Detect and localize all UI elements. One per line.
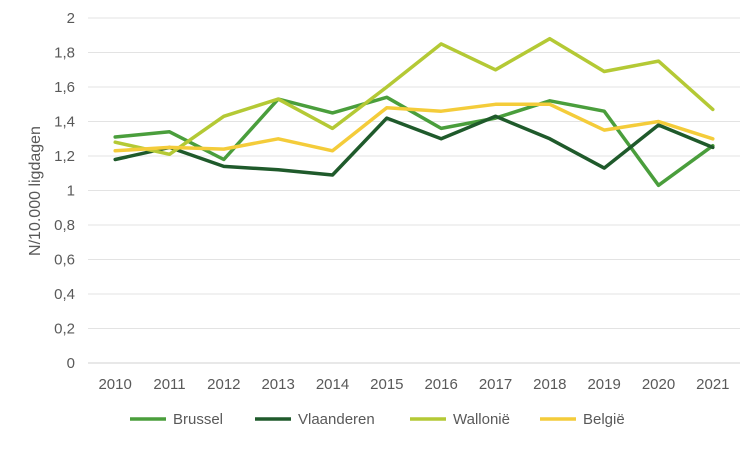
x-tick-label: 2016 bbox=[424, 376, 457, 393]
y-tick-label: 1,6 bbox=[54, 79, 75, 96]
legend-label: Brussel bbox=[173, 411, 223, 428]
gridlines bbox=[88, 17, 740, 364]
x-tick-label: 2010 bbox=[98, 376, 131, 393]
y-tick-label: 0 bbox=[67, 355, 75, 372]
x-tick-label: 2019 bbox=[587, 376, 620, 393]
y-axis-title: N/10.000 ligdagen bbox=[27, 126, 44, 256]
x-tick-label: 2012 bbox=[207, 376, 240, 393]
x-tick-label: 2011 bbox=[153, 376, 185, 393]
x-tick-label: 2014 bbox=[316, 376, 349, 393]
y-tick-label: 1 bbox=[67, 183, 75, 200]
y-tick-label: 2 bbox=[67, 10, 75, 27]
x-tick-label: 2021 bbox=[696, 376, 729, 393]
y-tick-label: 0,6 bbox=[54, 252, 75, 269]
series-line-walloni- bbox=[113, 36, 715, 157]
x-tick-label: 2018 bbox=[533, 376, 566, 393]
y-tick-label: 0,8 bbox=[54, 217, 75, 234]
legend-label: Wallonië bbox=[453, 411, 510, 428]
y-tick-label: 1,8 bbox=[54, 45, 75, 62]
legend-label: België bbox=[583, 411, 625, 428]
y-tick-label: 0,2 bbox=[54, 321, 75, 338]
legend-label: Vlaanderen bbox=[298, 411, 375, 428]
y-tick-label: 1,2 bbox=[54, 148, 75, 165]
series-lines bbox=[113, 36, 715, 188]
legend: Brussel Vlaanderen Wallonië België bbox=[130, 411, 625, 428]
series-line-belgi- bbox=[113, 102, 715, 153]
x-tick-label: 2015 bbox=[370, 376, 403, 393]
series-line-vlaanderen bbox=[113, 114, 715, 177]
x-tick-label: 2020 bbox=[642, 376, 675, 393]
x-tick-label: 2013 bbox=[261, 376, 294, 393]
y-tick-label: 0,4 bbox=[54, 286, 75, 303]
y-tick-label: 1,4 bbox=[54, 114, 75, 131]
x-tick-label: 2017 bbox=[479, 376, 512, 393]
series-line-brussel bbox=[113, 95, 715, 188]
axes: 0 0,2 0,4 0,6 0,8 1 1,2 1,4 1,6 1,8 2 2010 2011 2012 2… bbox=[54, 10, 729, 393]
